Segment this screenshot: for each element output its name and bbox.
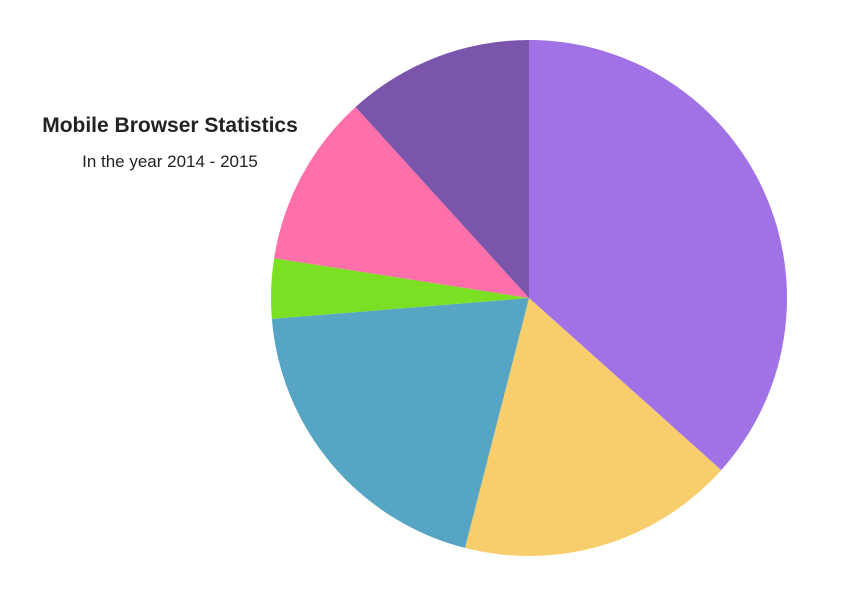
chart-subtitle: In the year 2014 - 2015 <box>82 152 258 171</box>
chart-title: Mobile Browser Statistics <box>42 114 298 137</box>
pie-slice-4[interactable] <box>271 258 529 319</box>
pie-slice-6[interactable] <box>355 40 529 298</box>
pie-slice-5[interactable] <box>274 107 529 298</box>
pie-slice-2[interactable] <box>464 298 722 556</box>
pie-slice-3[interactable] <box>271 298 529 548</box>
pie-slice-1[interactable] <box>529 39 788 471</box>
